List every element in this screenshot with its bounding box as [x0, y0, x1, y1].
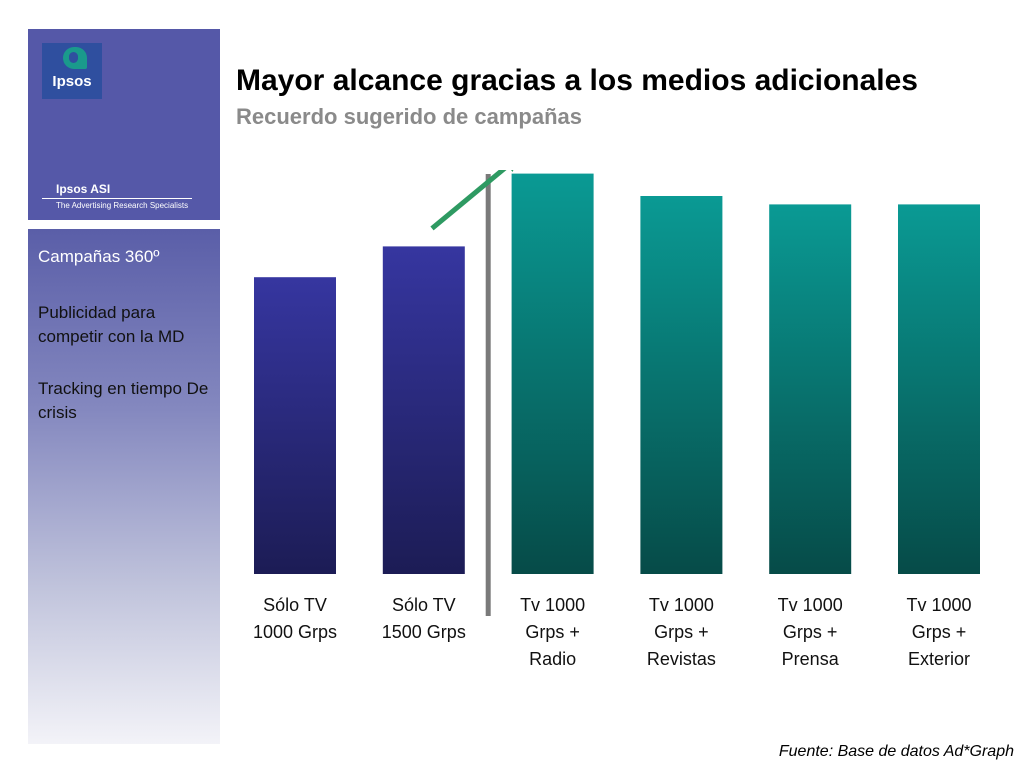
x-tick-label-4: Tv 1000 Grps + Prensa [778, 595, 843, 669]
bar-2 [511, 173, 594, 574]
sidebar-item-tracking: Tracking en tiempo De crisis [38, 379, 209, 422]
ipsos-logo: Ipsos [42, 43, 102, 99]
page-subtitle: Recuerdo sugerido de campañas [236, 104, 582, 129]
arrow-head-icon [510, 170, 514, 173]
bar-3 [640, 196, 723, 574]
bar-5 [898, 204, 980, 574]
bar-chart: Sólo TV 1000 Grps Sólo TV 1500 Grps Tv 1000 G… [253, 170, 980, 669]
page-title: Mayor alcance gracias a los medios adici… [236, 64, 918, 97]
logo-text: Ipsos [52, 73, 92, 90]
increase-arrow-line [430, 170, 507, 231]
bar-4 [769, 204, 852, 574]
x-tick-label-1: Sólo TV 1500 Grps [382, 595, 466, 642]
x-tick-label-2: Tv 1000 Grps + Radio [520, 595, 585, 669]
sidebar-item-publicidad: Publicidad para competir con la MD [38, 303, 185, 346]
sidebar-nav: Campañas 360º Publicidad para competir c… [28, 229, 220, 744]
x-tick-label-0: Sólo TV 1000 Grps [253, 595, 337, 642]
brand-panel: Ipsos Ipsos ASI The Advertising Research… [28, 29, 220, 220]
brand-tagline: The Advertising Research Specialists [56, 201, 189, 210]
bar-0 [254, 277, 336, 574]
brand-divider [42, 198, 192, 199]
logo-mark-icon [63, 47, 87, 69]
sidebar-item-campanas: Campañas 360º [38, 247, 160, 266]
x-tick-label-3: Tv 1000 Grps + Revistas [647, 595, 716, 669]
unit-name: Ipsos ASI [56, 182, 111, 196]
x-tick-label-5: Tv 1000 Grps + Exterior [906, 595, 971, 669]
ipsos-asi-brand: Ipsos ASI The Advertising Research Speci… [42, 182, 192, 210]
source-note: Fuente: Base de datos Ad*Graph [778, 743, 1014, 760]
bar-1 [382, 246, 465, 574]
